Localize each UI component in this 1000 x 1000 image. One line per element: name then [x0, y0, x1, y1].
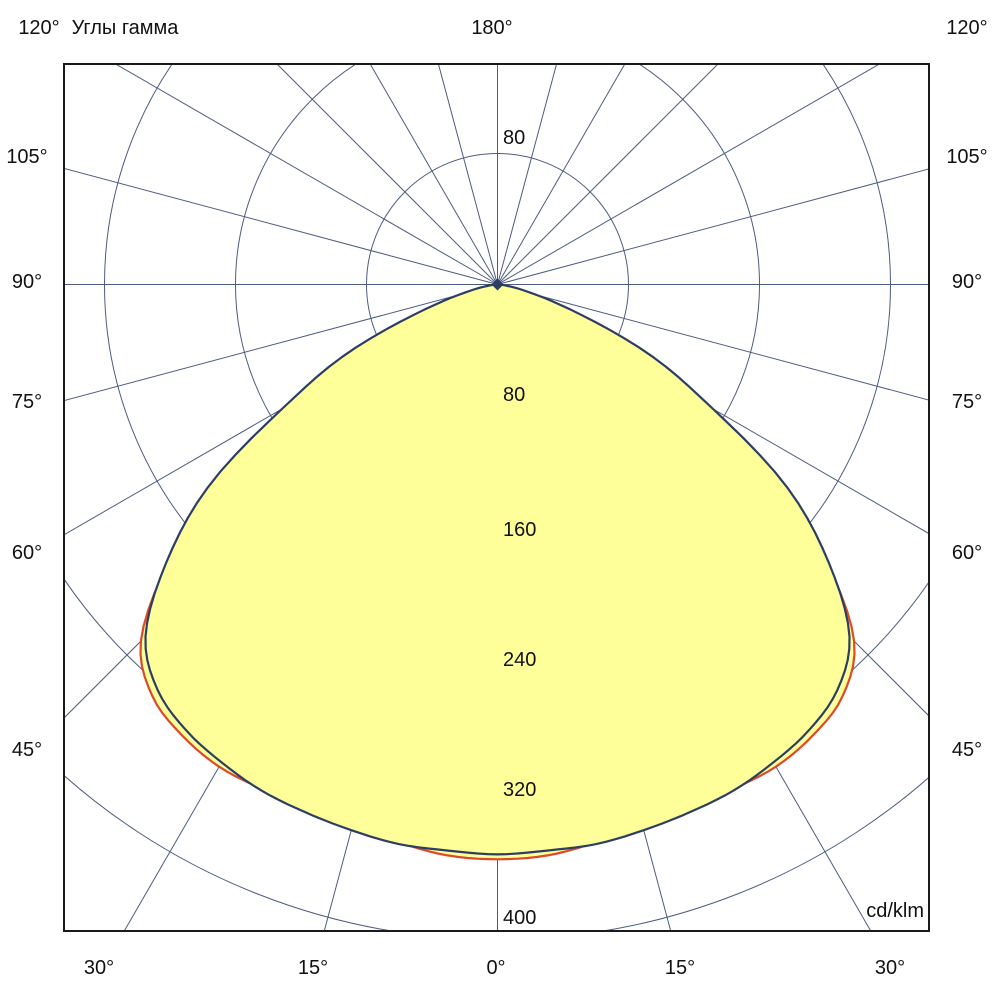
gamma-angle-label-top: 120° [946, 17, 988, 39]
curve-navy [144, 283, 851, 856]
gamma-angle-label-bottom: 30° [874, 957, 906, 979]
gamma-angle-label-bottom: 30° [83, 957, 115, 979]
grid-radial-line [497, 64, 719, 285]
grid-radial-line [114, 64, 498, 285]
grid-radial-line [497, 64, 626, 285]
radial-tick-label: 160 [503, 519, 537, 541]
grid-radial-line [369, 64, 498, 285]
gamma-angle-label-right: 45° [951, 739, 983, 761]
radial-tick-label: 320 [503, 779, 537, 801]
grid-radial-line [64, 284, 498, 402]
gamma-angle-label-bottom: 0° [486, 957, 506, 979]
plot-frame [63, 63, 930, 932]
gamma-angle-label-left: 90° [11, 271, 43, 293]
gamma-angle-label-left: 60° [11, 542, 43, 564]
gamma-angle-label-right: 60° [951, 542, 983, 564]
unit-label: cd/klm [866, 900, 924, 922]
gamma-angle-label-left: 105° [6, 146, 48, 168]
gamma-angle-label-left: 75° [11, 391, 43, 413]
gamma-angle-label-right: 75° [951, 391, 983, 413]
grid-radial-line [437, 64, 498, 285]
gamma-angle-label-right: 90° [951, 271, 983, 293]
grid-radial-line [497, 64, 558, 285]
gamma-angle-label-bottom: 15° [297, 957, 329, 979]
pole-marker [491, 278, 504, 291]
gamma-angle-label-left: 45° [11, 739, 43, 761]
radial-tick-label: 240 [503, 649, 537, 671]
grid-radial-line [276, 64, 498, 285]
gamma-angle-label-right: 105° [946, 146, 988, 168]
radial-tick-label: 400 [503, 907, 537, 929]
grid-radial-line [497, 168, 929, 285]
gamma-angle-label-bottom: 15° [664, 957, 696, 979]
radial-tick-label: 80 [503, 384, 526, 406]
gamma-angle-label-top: 180° [471, 17, 513, 39]
grid-radial-line [497, 284, 929, 401]
radial-tick-label: 80 [503, 127, 526, 149]
grid-radial-line [497, 64, 881, 285]
gamma-angle-label-top: 120° [18, 17, 60, 39]
chart-title: Углы гамма [71, 17, 179, 39]
grid-radial-line [64, 167, 498, 285]
